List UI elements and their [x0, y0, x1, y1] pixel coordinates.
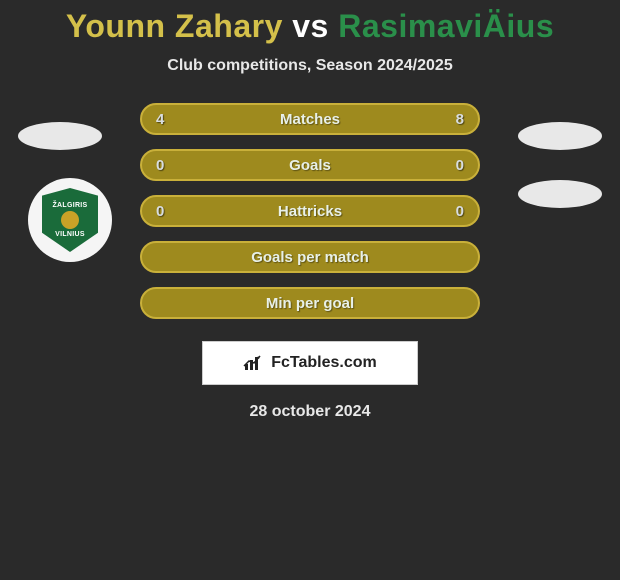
stat-label: Goals — [289, 157, 331, 174]
club-logo: ŽALGIRIS VILNIUS — [28, 178, 112, 262]
ball-icon — [61, 211, 79, 229]
stat-left-value: 0 — [156, 157, 164, 174]
vs-text: vs — [292, 8, 329, 44]
stat-bar-min-per-goal: Min per goal — [140, 287, 480, 319]
chart-icon — [243, 354, 265, 372]
stat-label: Hattricks — [278, 203, 342, 220]
placeholder-oval — [518, 122, 602, 150]
club-shield-icon: ŽALGIRIS VILNIUS — [42, 188, 98, 252]
attribution-text: FcTables.com — [271, 354, 377, 372]
player2-name: RasimaviÄius — [338, 8, 554, 44]
stats-bars: 4 Matches 8 0 Goals 0 0 Hattricks 0 Goal… — [140, 103, 480, 319]
date-text: 28 october 2024 — [0, 403, 620, 421]
stat-bar-goals-per-match: Goals per match — [140, 241, 480, 273]
page-title: Younn Zahary vs RasimaviÄius — [0, 8, 620, 45]
placeholder-oval — [18, 122, 102, 150]
stat-label: Min per goal — [266, 295, 354, 312]
club-name-top: ŽALGIRIS — [52, 202, 87, 209]
stat-left-value: 4 — [156, 111, 164, 128]
stat-bar-matches: 4 Matches 8 — [140, 103, 480, 135]
player1-name: Younn Zahary — [66, 8, 283, 44]
stat-right-value: 8 — [456, 111, 464, 128]
stat-left-value: 0 — [156, 203, 164, 220]
stat-right-value: 0 — [456, 203, 464, 220]
stat-right-value: 0 — [456, 157, 464, 174]
left-placeholder-ovals — [18, 122, 102, 150]
attribution-box: FcTables.com — [202, 341, 418, 385]
stat-bar-goals: 0 Goals 0 — [140, 149, 480, 181]
right-placeholder-ovals — [518, 122, 602, 208]
placeholder-oval — [518, 180, 602, 208]
stat-bar-hattricks: 0 Hattricks 0 — [140, 195, 480, 227]
club-name-bottom: VILNIUS — [55, 231, 85, 238]
season-subtitle: Club competitions, Season 2024/2025 — [0, 57, 620, 75]
stat-label: Goals per match — [251, 249, 369, 266]
stat-label: Matches — [280, 111, 340, 128]
